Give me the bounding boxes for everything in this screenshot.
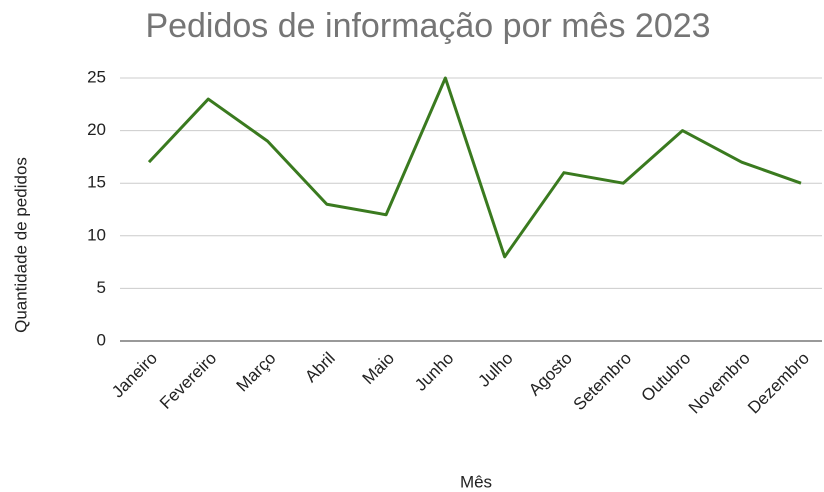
x-tick-label: Abril xyxy=(301,349,338,386)
x-tick-label: Agosto xyxy=(525,349,576,400)
y-axis-label: Quantidade de pedidos xyxy=(11,157,30,333)
y-tick-label: 0 xyxy=(97,330,106,349)
x-tick-label: Junho xyxy=(411,349,457,395)
x-tick-label: Novembro xyxy=(685,349,754,418)
x-tick-label: Fevereiro xyxy=(156,349,220,413)
x-tick-label: Maio xyxy=(359,349,398,388)
y-tick-label: 5 xyxy=(97,278,106,297)
x-tick-label: Julho xyxy=(474,349,516,391)
x-tick-label: Março xyxy=(233,349,280,396)
y-tick-label: 10 xyxy=(87,225,106,244)
x-tick-label: Dezembro xyxy=(744,349,813,418)
y-tick-label: 15 xyxy=(87,173,106,192)
y-tick-label: 20 xyxy=(87,120,106,139)
x-tick-label: Setembro xyxy=(570,349,636,415)
x-tick-label: Janeiro xyxy=(108,349,161,402)
x-tick-label: Outubro xyxy=(638,349,695,406)
data-line xyxy=(147,76,802,259)
x-axis-label: Mês xyxy=(460,472,492,491)
chart-title: Pedidos de informação por mês 2023 xyxy=(145,7,710,45)
y-tick-label: 25 xyxy=(87,67,106,86)
